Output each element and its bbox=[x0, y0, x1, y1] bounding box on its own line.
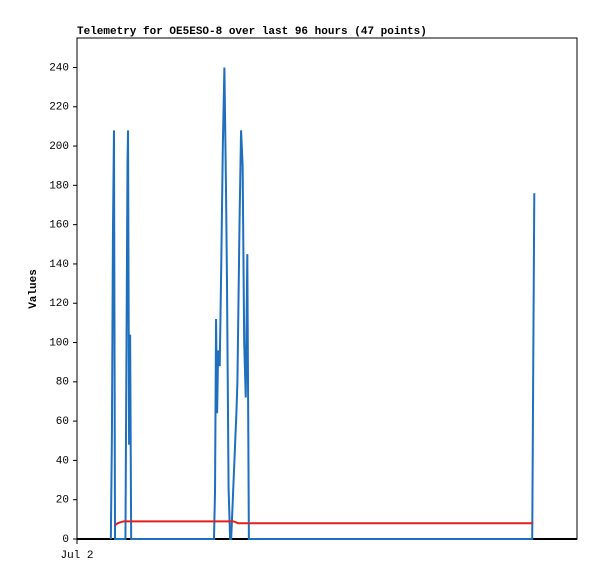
y-tick-label: 160 bbox=[49, 220, 69, 232]
y-tick-label: 80 bbox=[56, 377, 69, 389]
y-tick-label: 220 bbox=[49, 102, 69, 114]
y-tick-label: 60 bbox=[56, 416, 69, 428]
y-tick-label: 120 bbox=[49, 298, 69, 310]
y-tick-label: 100 bbox=[49, 337, 69, 349]
y-tick-label: 180 bbox=[49, 180, 69, 192]
data-line bbox=[114, 520, 534, 527]
plot-area bbox=[76, 37, 578, 540]
y-axis-label: Values bbox=[28, 269, 40, 309]
y-tick-label: 200 bbox=[49, 141, 69, 153]
y-tick-label: 40 bbox=[56, 455, 69, 467]
chart-title: Telemetry for OE5ESO-8 over last 96 hour… bbox=[77, 26, 427, 38]
x-tick-label: Jul 2 bbox=[60, 550, 93, 562]
y-tick-label: 0 bbox=[62, 534, 69, 546]
y-tick-label: 240 bbox=[49, 62, 69, 74]
data-line bbox=[109, 67, 536, 540]
y-tick-label: 20 bbox=[56, 495, 69, 507]
y-tick-label: 140 bbox=[49, 259, 69, 271]
